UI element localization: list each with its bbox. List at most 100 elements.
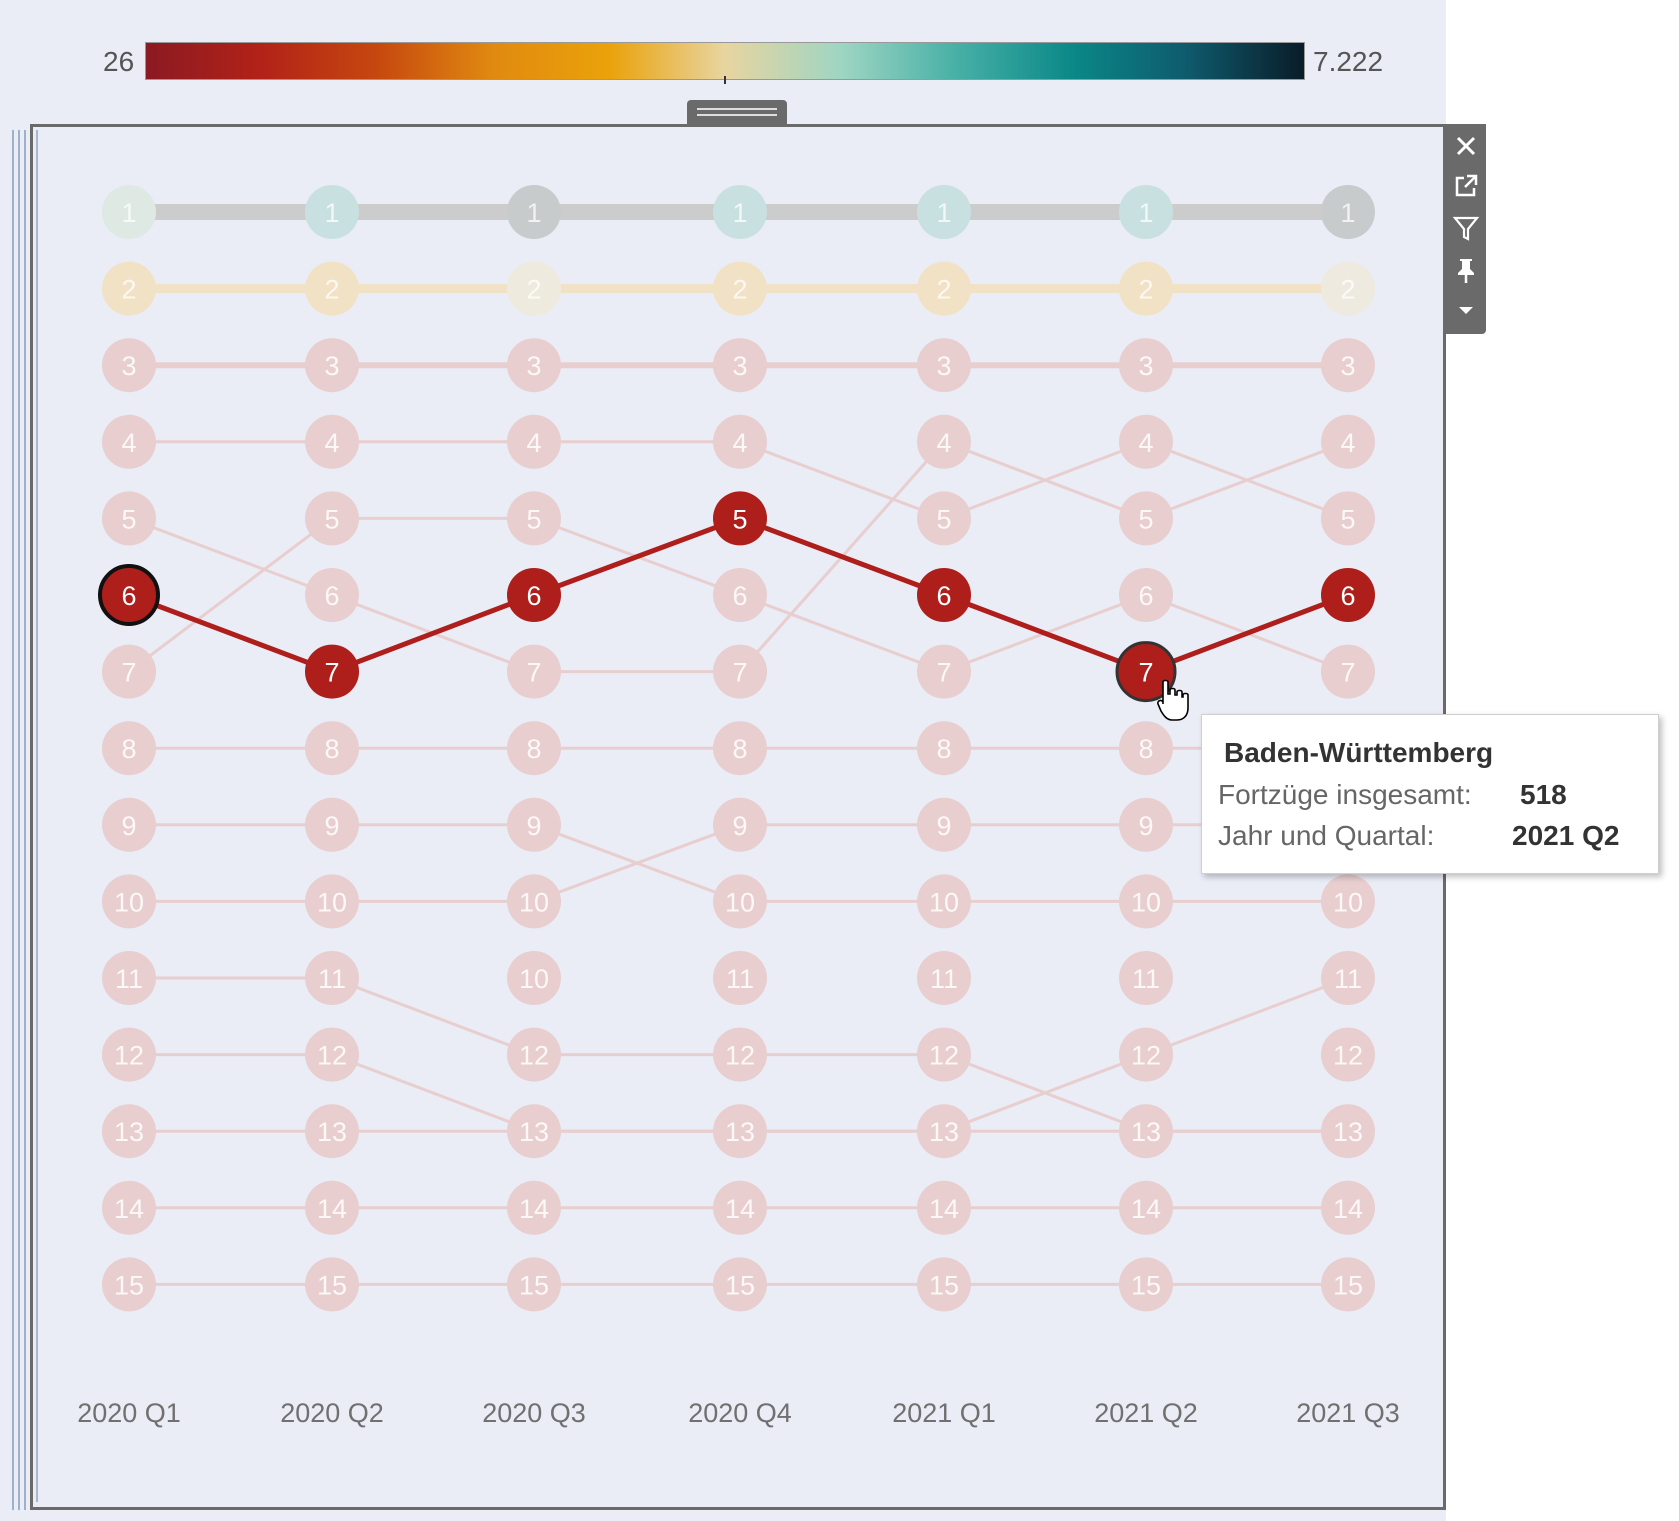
rank-node[interactable] [917,1180,971,1235]
rank-node[interactable] [102,185,156,239]
rank-node[interactable] [102,1104,156,1159]
rank-node[interactable] [1119,1180,1173,1235]
rank-node[interactable] [507,644,561,699]
rank-node[interactable] [102,261,156,316]
close-button[interactable] [1446,126,1486,166]
rank-node[interactable] [1321,1180,1375,1235]
rank-node[interactable] [713,797,767,852]
rank-node[interactable] [917,414,971,469]
rank-node[interactable] [1321,1027,1375,1082]
rank-node[interactable] [1119,414,1173,469]
rank-node[interactable] [305,338,359,393]
rank-node[interactable] [507,951,561,1005]
rank-node[interactable] [713,721,767,776]
rank-node[interactable] [507,491,561,546]
rank-node[interactable] [102,1257,156,1312]
rank-node[interactable] [1321,1104,1375,1159]
rank-node[interactable] [305,1104,359,1159]
rank-node[interactable] [102,491,156,546]
rank-node[interactable] [507,414,561,469]
rank-node[interactable] [305,874,359,929]
rank-node[interactable] [305,951,359,1005]
rank-node[interactable] [1119,1104,1173,1159]
rank-node[interactable] [713,1104,767,1159]
rank-node[interactable] [1119,874,1173,929]
filter-button[interactable] [1446,208,1486,248]
rank-node[interactable] [917,185,971,239]
rank-node[interactable] [102,951,156,1005]
rank-node[interactable] [1119,797,1173,852]
rank-node[interactable] [507,338,561,393]
rank-node[interactable] [102,1180,156,1235]
rank-node[interactable] [1321,644,1375,699]
rank-node[interactable] [1321,261,1375,316]
rank-node[interactable] [1119,721,1173,776]
rank-node[interactable] [713,261,767,316]
rank-node[interactable] [713,338,767,393]
rank-node[interactable] [917,261,971,316]
rank-node[interactable] [1321,874,1375,929]
rank-node[interactable] [1119,261,1173,316]
rank-node[interactable] [917,797,971,852]
rank-node[interactable] [713,185,767,239]
rank-node[interactable] [713,644,767,699]
rank-node[interactable] [1321,338,1375,393]
rank-node[interactable] [917,1104,971,1159]
rank-node[interactable] [917,1027,971,1082]
rank-node[interactable] [102,644,156,699]
rank-node[interactable] [1119,491,1173,546]
rank-node[interactable] [102,874,156,929]
rank-node[interactable] [1119,185,1173,239]
rank-node[interactable] [917,1257,971,1312]
highlight-node[interactable] [1115,641,1177,703]
highlight-node[interactable] [917,568,971,622]
rank-node[interactable] [102,414,156,469]
rank-node[interactable] [305,1027,359,1082]
rank-node[interactable] [917,721,971,776]
rank-node[interactable] [1119,951,1173,1005]
rank-node[interactable] [305,185,359,239]
rank-node[interactable] [713,951,767,1005]
highlight-node[interactable] [98,564,160,626]
rank-node[interactable] [1119,338,1173,393]
rank-node[interactable] [713,1257,767,1312]
rank-node[interactable] [917,491,971,546]
rank-node[interactable] [507,1180,561,1235]
rank-node[interactable] [1321,414,1375,469]
drag-handle[interactable] [687,100,787,126]
rank-node[interactable] [917,338,971,393]
rank-node[interactable] [305,721,359,776]
rank-node[interactable] [305,1180,359,1235]
rank-node[interactable] [1321,951,1375,1005]
rank-node[interactable] [305,797,359,852]
highlight-node[interactable] [507,568,561,622]
rank-node[interactable] [102,797,156,852]
rank-node[interactable] [305,261,359,316]
rank-node[interactable] [1321,1257,1375,1312]
rank-node[interactable] [305,1257,359,1312]
rank-node[interactable] [1321,185,1375,239]
rank-node[interactable] [713,874,767,929]
rank-node[interactable] [507,874,561,929]
rank-node[interactable] [507,721,561,776]
rank-node[interactable] [917,874,971,929]
rank-node[interactable] [713,1180,767,1235]
menu-dropdown-button[interactable] [1446,290,1486,330]
rank-node[interactable] [305,491,359,546]
highlight-node[interactable] [305,644,359,699]
popout-button[interactable] [1446,166,1486,206]
rank-node[interactable] [102,338,156,393]
rank-node[interactable] [713,568,767,622]
rank-node[interactable] [507,1257,561,1312]
rank-node[interactable] [507,185,561,239]
rank-node[interactable] [507,1104,561,1159]
rank-node[interactable] [305,568,359,622]
rank-node[interactable] [713,414,767,469]
rank-node[interactable] [305,414,359,469]
rank-node[interactable] [713,1027,767,1082]
rank-node[interactable] [917,951,971,1005]
rank-node[interactable] [507,1027,561,1082]
rank-node[interactable] [1119,1257,1173,1312]
highlight-node[interactable] [1321,568,1375,622]
highlight-node[interactable] [713,491,767,546]
